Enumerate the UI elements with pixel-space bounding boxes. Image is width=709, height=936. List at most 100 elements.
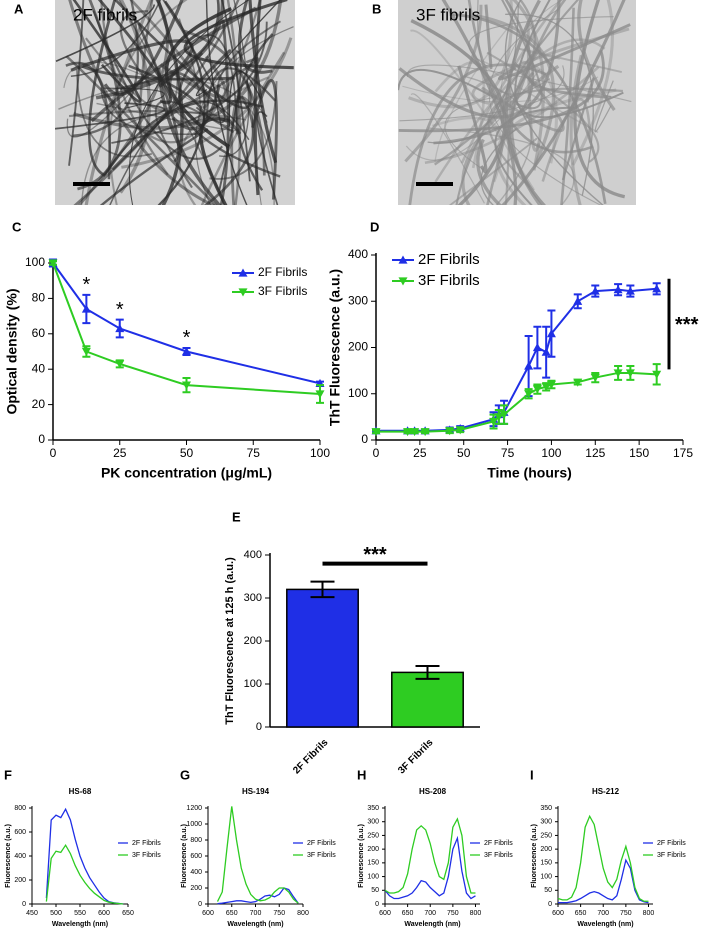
- fibril: [505, 0, 547, 205]
- x-tick-label: 450: [26, 910, 38, 917]
- x-axis-label: Wavelength (nm): [227, 921, 283, 928]
- error-bar: [310, 580, 335, 599]
- marker: [652, 284, 662, 293]
- fibril: [221, 0, 251, 182]
- fibril: [72, 0, 142, 103]
- fibril: [471, 27, 630, 105]
- fibril: [55, 4, 156, 62]
- y-tick-label: 0: [198, 901, 202, 908]
- y-axis-label: Fluorescence (a.u.): [5, 824, 12, 888]
- x-tick-label: 650: [575, 910, 587, 917]
- x-tick-label: 100: [310, 446, 330, 460]
- y-tick-label: 0: [361, 432, 368, 446]
- x-tick-label: 800: [297, 910, 309, 917]
- fibril: [183, 29, 266, 176]
- x-tick-label: 600: [379, 910, 391, 917]
- y-tick-label: 0: [375, 901, 379, 908]
- y-axis-label: Fluorescence (a.u.): [531, 824, 538, 888]
- micrograph: [55, 0, 295, 205]
- panel-letter: F: [4, 767, 12, 782]
- marker: [455, 426, 465, 435]
- series-line: [216, 806, 299, 904]
- y-tick-label: 150: [367, 860, 379, 867]
- marker: [410, 428, 420, 437]
- marker: [48, 259, 58, 268]
- fibril: [460, 0, 563, 164]
- x-tick-label: 750: [620, 910, 632, 917]
- x-tick-label: 0: [50, 446, 57, 460]
- marker: [524, 361, 534, 370]
- marker: [182, 347, 191, 356]
- fibril: [434, 38, 606, 183]
- x-tick-label: 700: [250, 910, 262, 917]
- y-tick-label: 800: [190, 837, 202, 844]
- y-axis-label: Fluorescence (a.u.): [358, 824, 365, 888]
- fibril: [410, 19, 507, 205]
- marker: [315, 390, 325, 399]
- y-tick-label: 300: [244, 592, 262, 604]
- fibril: [226, 0, 242, 205]
- series-line: [384, 817, 476, 894]
- legend-label: 2F Fibrils: [657, 840, 686, 847]
- fibril: [480, 128, 517, 205]
- y-tick-label: 40: [32, 361, 46, 375]
- x-tick-label: 75: [247, 446, 261, 460]
- marker: [625, 369, 635, 378]
- fibril: [81, 65, 235, 81]
- x-axis-label: PK concentration (μg/mL): [101, 465, 272, 481]
- fibril: [70, 39, 194, 88]
- fibril: [577, 0, 616, 112]
- fibril: [87, 0, 117, 177]
- y-tick-label: 100: [348, 386, 368, 400]
- y-tick-label: 60: [32, 326, 46, 340]
- y-tick-label: 200: [540, 846, 552, 853]
- fibril: [428, 127, 575, 205]
- fibril: [455, 0, 580, 205]
- point-annotation: *: [82, 274, 90, 296]
- y-tick-label: 100: [540, 873, 552, 880]
- legend-label: 2F Fibrils: [484, 840, 513, 847]
- series-line: [558, 858, 649, 904]
- fibril: [99, 128, 209, 205]
- fibril: [486, 51, 600, 163]
- y-tick-label: 250: [367, 832, 379, 839]
- fibril: [95, 0, 225, 100]
- panel-letter: A: [14, 1, 24, 16]
- marker: [652, 370, 662, 379]
- y-tick-label: 400: [348, 247, 368, 261]
- fibril: [487, 87, 623, 188]
- fibril: [68, 0, 85, 166]
- x-tick-label: 50: [180, 446, 194, 460]
- fibril: [500, 82, 512, 205]
- y-tick-label: 350: [367, 805, 379, 812]
- image-label: 3F fibrils: [416, 5, 480, 24]
- fibril: [178, 76, 270, 205]
- x-tick-label: 150: [629, 446, 649, 460]
- marker: [625, 286, 635, 295]
- y-axis-label: ThT Fluorescence (a.u.): [327, 269, 343, 426]
- fibril: [154, 100, 235, 189]
- x-tick-label: 600: [202, 910, 214, 917]
- x-tick-label: 600: [552, 910, 564, 917]
- y-tick-label: 200: [367, 846, 379, 853]
- fibril: [58, 78, 275, 205]
- marker: [573, 378, 583, 387]
- panel-letter: C: [12, 219, 22, 234]
- fibril: [398, 49, 605, 133]
- y-tick-label: 350: [540, 805, 552, 812]
- point-annotation: *: [183, 327, 191, 349]
- y-tick-label: 300: [367, 819, 379, 826]
- legend-marker: [398, 255, 408, 264]
- fibril: [494, 106, 575, 205]
- legend-marker: [238, 268, 248, 277]
- marker: [81, 347, 91, 356]
- legend-label: 3F Fibrils: [307, 852, 336, 859]
- y-tick-label: 200: [348, 340, 368, 354]
- y-tick-label: 400: [190, 869, 202, 876]
- x-tick-label: 700: [597, 910, 609, 917]
- legend-marker: [398, 277, 408, 286]
- fibril: [103, 99, 264, 176]
- fibril: [501, 0, 543, 110]
- x-tick-label: 750: [447, 910, 459, 917]
- y-tick-label: 200: [244, 635, 262, 647]
